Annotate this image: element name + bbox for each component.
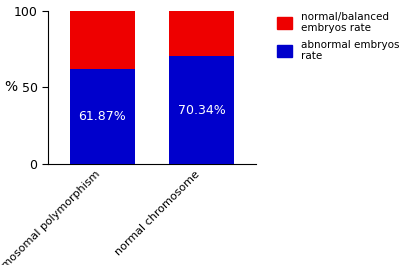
Legend: normal/balanced
embryos rate, abnormal embryos
rate: normal/balanced embryos rate, abnormal e… [273, 7, 400, 65]
Bar [70, 69, 135, 164]
Bar [169, 11, 234, 56]
Text: 61.87%: 61.87% [79, 110, 126, 123]
Y-axis label: %: % [4, 81, 18, 94]
Bar [70, 11, 135, 69]
Bar [169, 56, 234, 164]
Text: 70.34%: 70.34% [178, 104, 225, 117]
